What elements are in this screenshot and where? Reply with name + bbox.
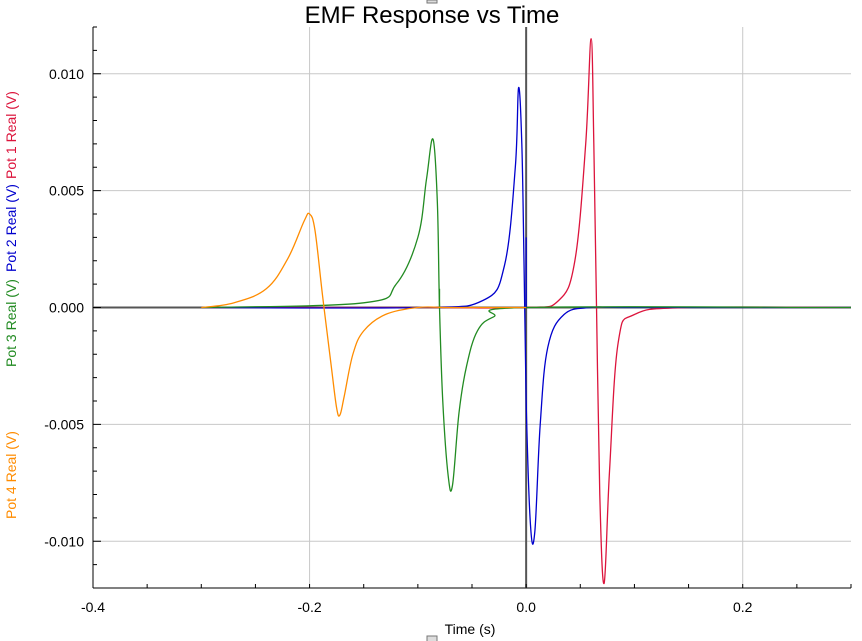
title-handle[interactable] [426, 0, 438, 4]
y-axis-label-pot-4: Pot 4 Real (V) [3, 431, 19, 519]
grid [92, 27, 851, 588]
x-tick-label: 0.0 [516, 599, 536, 615]
y-tick-label: -0.005 [44, 416, 84, 432]
x-axis-label: Time (s) [445, 621, 496, 637]
ticks: -0.4 -0.2 0.0 0.2 0.010 0.005 0.000 -0.005 -0.01… [44, 26, 852, 615]
x-tick-label: -0.2 [298, 599, 322, 615]
x-axis-selector[interactable] [426, 635, 438, 641]
series-lines [201, 38, 852, 584]
y-axis-labels: Pot 1 Real (V) Pot 2 Real (V) Pot 3 Real (… [3, 91, 19, 519]
x-tick-label: 0.2 [733, 599, 753, 615]
x-tick-label: -0.4 [81, 599, 105, 615]
y-tick-label: -0.010 [44, 533, 84, 549]
series-line-pot-2 [201, 86, 851, 545]
chart-title: EMF Response vs Time [305, 2, 560, 29]
y-axis-label-pot-2: Pot 2 Real (V) [3, 184, 19, 272]
y-tick-label: 0.010 [49, 66, 84, 82]
series-line-pot-3 [201, 138, 852, 492]
y-tick-label: 0.000 [49, 300, 84, 316]
y-tick-label: 0.005 [49, 183, 84, 199]
series-line-pot-4 [201, 212, 527, 417]
y-axis-label-pot-3: Pot 3 Real (V) [3, 279, 19, 367]
y-axis-label-pot-1: Pot 1 Real (V) [3, 91, 19, 179]
